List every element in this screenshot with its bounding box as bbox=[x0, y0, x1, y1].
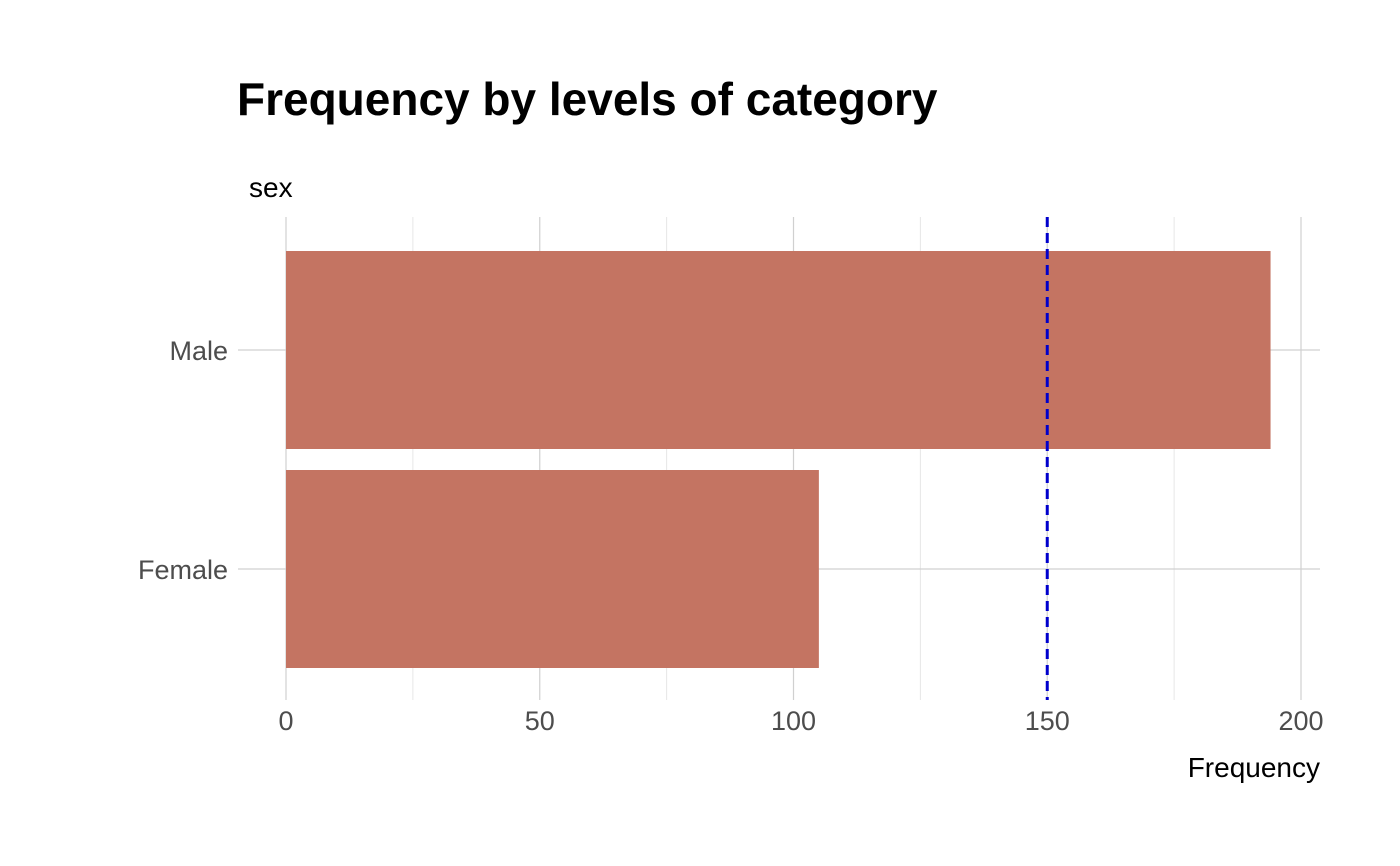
y-tick-label: Male bbox=[169, 336, 228, 366]
x-axis-title: Frequency bbox=[1188, 752, 1320, 783]
x-tick-label: 150 bbox=[1025, 706, 1070, 736]
chart-title: Frequency by levels of category bbox=[237, 73, 938, 125]
x-tick-labels: 0 50 100 150 200 bbox=[278, 706, 1323, 736]
bars bbox=[286, 251, 1271, 668]
y-tick-label: Female bbox=[138, 555, 228, 585]
y-tick-labels: Male Female bbox=[138, 336, 228, 585]
x-tick-label: 0 bbox=[278, 706, 293, 736]
x-tick-label: 50 bbox=[525, 706, 555, 736]
y-axis-title: sex bbox=[249, 172, 293, 203]
x-tick-label: 100 bbox=[771, 706, 816, 736]
bar-male bbox=[286, 251, 1271, 449]
bar-female bbox=[286, 470, 819, 668]
x-tick-label: 200 bbox=[1278, 706, 1323, 736]
